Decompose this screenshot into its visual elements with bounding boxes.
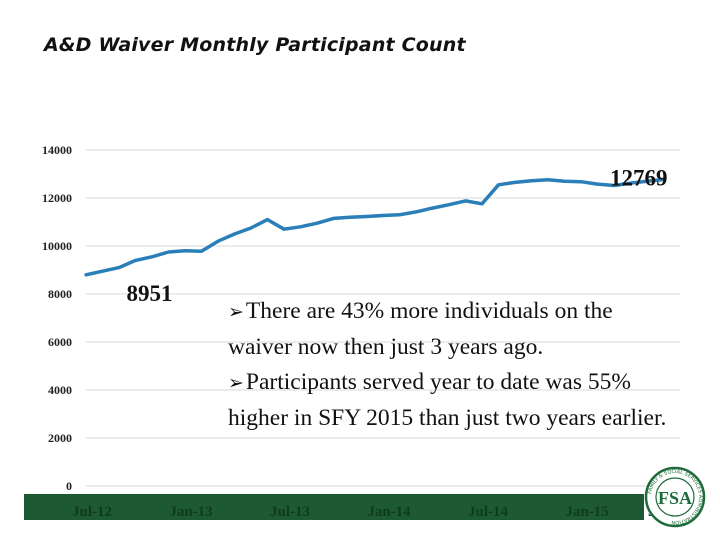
logo-letters: FSA — [658, 488, 692, 508]
y-tick-label: 0 — [66, 479, 72, 493]
gridlines — [86, 149, 680, 487]
arrow-bullet-icon: ➢ — [228, 301, 244, 323]
bullet-list: ➢There are 43% more individuals on the w… — [228, 294, 668, 436]
y-tick-label: 8000 — [48, 287, 72, 301]
agency-logo: FAMILY & SOCIAL SERVICES ADMINISTRATION … — [644, 466, 706, 528]
page-title: A&D Waiver Monthly Participant Count — [44, 34, 466, 56]
y-tick-label: 14000 — [42, 143, 72, 157]
y-tick-label: 10000 — [42, 239, 72, 253]
series-layer — [84, 177, 666, 277]
y-tick-label: 12000 — [42, 191, 72, 205]
bullet-text: There are 43% more individuals on the wa… — [228, 298, 613, 360]
annotations: 8951 12769 — [127, 166, 668, 307]
y-tick-label: 4000 — [48, 383, 72, 397]
bullet-text: Participants served year to date was 55%… — [228, 369, 667, 431]
y-axis-ticks: 0 2000 4000 6000 8000 10000 12000 14000 — [42, 143, 72, 493]
logo-inner-ring — [655, 477, 695, 517]
bullet-item: ➢Participants served year to date was 55… — [228, 365, 668, 436]
footer-bar — [24, 494, 644, 520]
series-line — [84, 177, 666, 277]
data-label: 12769 — [610, 166, 668, 191]
bullet-item: ➢There are 43% more individuals on the w… — [228, 294, 668, 365]
data-label: 8951 — [127, 281, 173, 306]
y-tick-label: 6000 — [48, 335, 72, 349]
y-tick-label: 2000 — [48, 431, 72, 445]
logo-outer-ring — [644, 466, 706, 528]
arrow-bullet-icon: ➢ — [228, 372, 244, 394]
